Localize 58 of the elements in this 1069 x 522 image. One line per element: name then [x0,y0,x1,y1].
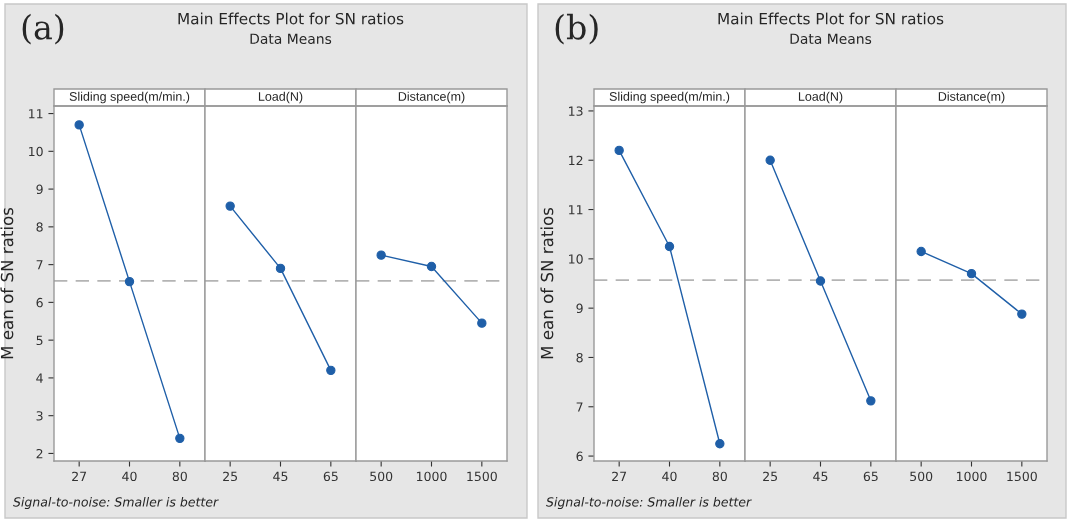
x-tick-label: 25 [223,471,238,482]
y-tick-label: 6 [576,451,583,461]
y-tick-label: 2 [36,448,43,459]
y-tick-label: 7 [36,260,43,270]
y-tick-label: 7 [576,402,583,412]
y-axis-title: M ean of SN ratios [0,207,14,359]
point [664,241,675,252]
y-tick-label: 8 [36,222,43,232]
y-axis-title: M ean of SN ratios [540,207,554,359]
text: (b) [555,13,598,45]
x-tick-label: 500 [910,471,933,482]
y-tick-label: 13 [569,106,583,116]
y-tick-label: 11 [29,109,43,119]
text: Data Means [790,33,872,45]
x-tick-label: 40 [122,471,137,482]
x-tick-label: 65 [863,471,878,482]
text: Main Effects Plot for SN ratios [178,12,404,25]
y-tick-label: 8 [576,352,583,363]
text: Data Means [250,33,332,45]
y-tick-label: 10 [569,254,583,264]
text: (a) [22,13,64,45]
chart-title: Sliding speed(m/min.) [609,91,730,104]
point [715,439,725,449]
x-tick-label: 45 [273,471,288,482]
y-tick-label: 10 [29,146,43,157]
x-tick-label: 80 [172,471,187,482]
y-tick-label: 9 [576,303,583,314]
text: Main Effects Plot for SN ratios [718,12,944,25]
y-tick-label: 6 [36,297,43,308]
chart-title: Distance(m) [938,91,1005,104]
x-tick-label: 1500 [1007,471,1037,482]
x-tick-label: 80 [712,471,727,482]
chart-title: Distance(m) [398,91,465,104]
x-tick-label: 1000 [956,471,987,482]
x-tick-label: 1500 [467,471,497,482]
x-tick-label: 27 [612,471,627,481]
y-tick-label: 3 [36,411,43,421]
x-tick-label: 500 [370,471,393,482]
text: Signal-to-noise: Smaller is better [13,496,219,510]
x-tick-label: 45 [813,471,828,482]
x-tick-label: 40 [662,471,677,482]
point [175,433,185,444]
x-tick-label: 1000 [416,471,447,482]
point [124,276,135,287]
y-tick-label: 4 [36,373,43,383]
x-tick-label: 25 [763,471,778,482]
point [614,145,624,156]
x-tick-label: 27 [72,471,87,481]
chart-title: Sliding speed(m/min.) [69,91,190,104]
y-tick-label: 12 [569,155,583,165]
y-tick-label: 11 [569,205,583,215]
chart-title: Load(N) [798,91,843,104]
y-tick-label: 5 [36,335,43,346]
x-tick-label: 65 [323,471,338,482]
y-tick-label: 9 [36,184,43,195]
point [74,120,84,130]
text: Signal-to-noise: Smaller is better [546,496,752,510]
chart-title: Load(N) [258,91,303,104]
